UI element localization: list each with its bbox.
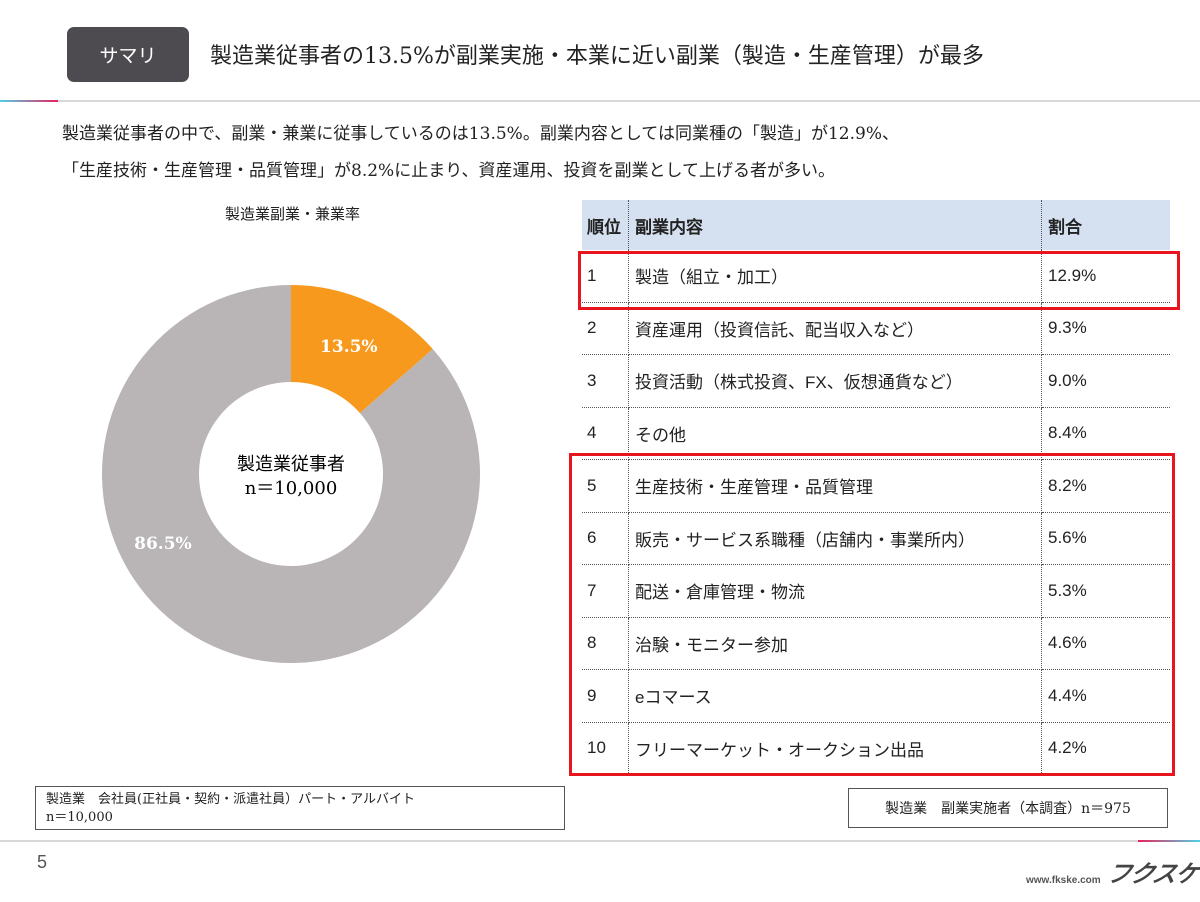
chart-title: 製造業副業・兼業率 bbox=[224, 205, 360, 223]
header-accent bbox=[0, 100, 58, 102]
cell-content: その他 bbox=[628, 407, 1042, 460]
cell-content: 資産運用（投資信託、配当収入など） bbox=[628, 302, 1042, 355]
slice-label: 86.5% bbox=[134, 534, 192, 554]
table-row: 8 治験・モニター参加 4.6% bbox=[582, 617, 1170, 670]
cell-ratio: 5.3% bbox=[1041, 564, 1170, 618]
header-rank: 順位 bbox=[582, 200, 629, 250]
slice-label: 13.5% bbox=[320, 337, 378, 357]
highlight-box-related bbox=[569, 453, 1175, 776]
cell-ratio: 4.4% bbox=[1041, 669, 1170, 723]
side-job-table: 順位 副業内容 割合 1 製造（組立・加工） 12.9% 2 資産運用（投資信託、配当収… bbox=[582, 200, 1170, 775]
cell-ratio: 9.3% bbox=[1041, 302, 1170, 355]
donut-slice bbox=[101, 285, 480, 663]
cell-content: 治験・モニター参加 bbox=[628, 617, 1042, 670]
header-ratio: 割合 bbox=[1041, 200, 1170, 250]
cell-content: 販売・サービス系職種（店舗内・事業所内） bbox=[628, 512, 1042, 565]
cell-content: 製造（組立・加工） bbox=[628, 250, 1042, 303]
center-count: n＝10,000 bbox=[245, 478, 338, 499]
section-badge: サマリ bbox=[67, 27, 189, 82]
table-row: 5 生産技術・生産管理・品質管理 8.2% bbox=[582, 459, 1170, 513]
cell-ratio: 5.6% bbox=[1041, 512, 1170, 565]
note-line: n＝10,000 bbox=[46, 810, 113, 825]
note-line: 製造業 会社員(正社員・契約・派遣社員）パート・アルバイト bbox=[46, 792, 415, 807]
table-row: 1 製造（組立・加工） 12.9% bbox=[582, 250, 1170, 303]
cell-rank: 1 bbox=[582, 250, 629, 303]
donut-slice bbox=[291, 285, 433, 414]
slide-title: 製造業従事者の13.5%が副業実施・本業に近い副業（製造・生産管理）が最多 bbox=[210, 44, 984, 69]
cell-ratio: 12.9% bbox=[1041, 250, 1170, 303]
highlight-box-top bbox=[578, 251, 1180, 310]
cell-rank: 2 bbox=[582, 302, 629, 355]
sample-note-right: 製造業 副業実施者（本調査）n＝975 bbox=[848, 788, 1168, 828]
cell-ratio: 9.0% bbox=[1041, 354, 1170, 408]
lead-line: 製造業従事者の中で、副業・兼業に従事しているのは13.5%。副業内容としては同業… bbox=[62, 124, 899, 144]
cell-ratio: 8.4% bbox=[1041, 407, 1170, 460]
lead-text: 製造業従事者の中で、副業・兼業に従事しているのは13.5%。副業内容としては同業… bbox=[62, 116, 899, 190]
cell-content: 生産技術・生産管理・品質管理 bbox=[628, 459, 1042, 513]
cell-ratio: 8.2% bbox=[1041, 459, 1170, 513]
footer-divider bbox=[0, 840, 1200, 842]
cell-rank: 10 bbox=[582, 722, 629, 775]
sample-note-left: 製造業 会社員(正社員・契約・派遣社員）パート・アルバイト n＝10,000 bbox=[35, 786, 565, 830]
cell-content: 配送・倉庫管理・物流 bbox=[628, 564, 1042, 618]
cell-rank: 4 bbox=[582, 407, 629, 460]
table-row: 6 販売・サービス系職種（店舗内・事業所内） 5.6% bbox=[582, 512, 1170, 565]
cell-ratio: 4.2% bbox=[1041, 722, 1170, 775]
cell-rank: 7 bbox=[582, 564, 629, 618]
lead-line: 「生産技術・生産管理・品質管理」が8.2%に止まり、資産運用、投資を副業として上… bbox=[62, 161, 835, 181]
company-url: www.fkske.com bbox=[1026, 875, 1101, 886]
cell-rank: 8 bbox=[582, 617, 629, 670]
table-row: 4 その他 8.4% bbox=[582, 407, 1170, 460]
company-logo: フクスケ bbox=[1104, 861, 1200, 888]
cell-rank: 9 bbox=[582, 669, 629, 723]
cell-rank: 5 bbox=[582, 459, 629, 513]
table-row: 9 eコマース 4.4% bbox=[582, 669, 1170, 723]
donut-chart: 製造業従事者 n＝10,000 13.5% 86.5% bbox=[101, 285, 480, 663]
table-row: 2 資産運用（投資信託、配当収入など） 9.3% bbox=[582, 302, 1170, 355]
table-row: 3 投資活動（株式投資、FX、仮想通貨など） 9.0% bbox=[582, 354, 1170, 408]
cell-rank: 6 bbox=[582, 512, 629, 565]
table-row: 7 配送・倉庫管理・物流 5.3% bbox=[582, 564, 1170, 618]
cell-rank: 3 bbox=[582, 354, 629, 408]
cell-content: eコマース bbox=[628, 669, 1042, 723]
center-label: 製造業従事者 bbox=[237, 454, 345, 475]
header-content: 副業内容 bbox=[628, 200, 1042, 250]
page-number: 5 bbox=[37, 852, 48, 872]
footer-accent bbox=[1138, 840, 1200, 842]
cell-content: 投資活動（株式投資、FX、仮想通貨など） bbox=[628, 354, 1042, 408]
cell-ratio: 4.6% bbox=[1041, 617, 1170, 670]
header-divider bbox=[0, 100, 1200, 102]
